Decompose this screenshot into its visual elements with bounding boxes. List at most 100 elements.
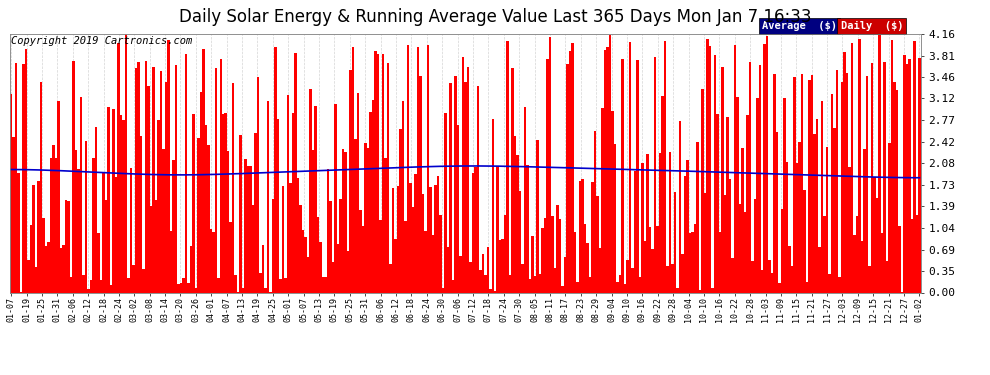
Bar xyxy=(537,140,539,292)
Bar xyxy=(464,82,466,292)
Bar xyxy=(629,42,632,292)
Bar xyxy=(205,125,207,292)
Bar xyxy=(389,264,392,292)
Bar xyxy=(154,200,157,292)
Bar xyxy=(504,215,507,292)
Bar xyxy=(133,266,135,292)
Bar xyxy=(553,268,556,292)
Bar xyxy=(451,280,454,292)
Bar xyxy=(325,277,327,292)
Bar xyxy=(778,282,781,292)
Bar xyxy=(322,277,325,292)
Bar xyxy=(756,98,758,292)
Bar xyxy=(663,41,666,292)
Bar xyxy=(850,44,853,292)
Bar xyxy=(564,257,566,292)
Bar xyxy=(913,41,916,292)
Bar xyxy=(412,207,414,292)
Bar xyxy=(527,165,529,292)
Bar xyxy=(257,77,259,292)
Text: Daily Solar Energy & Running Average Value Last 365 Days Mon Jan 7 16:33: Daily Solar Energy & Running Average Val… xyxy=(179,8,811,26)
Bar xyxy=(619,275,622,292)
Bar xyxy=(853,236,855,292)
Bar xyxy=(107,106,110,292)
Bar xyxy=(731,258,734,292)
Bar xyxy=(43,218,45,292)
Bar xyxy=(748,62,751,292)
Bar xyxy=(571,42,574,292)
Bar xyxy=(215,68,217,292)
Bar xyxy=(366,148,369,292)
Bar xyxy=(606,47,609,292)
Bar xyxy=(855,216,858,292)
Bar xyxy=(798,142,801,292)
Bar xyxy=(184,54,187,292)
Bar xyxy=(896,90,898,292)
Bar xyxy=(432,235,434,292)
Bar xyxy=(112,110,115,292)
Bar xyxy=(841,82,843,292)
Bar xyxy=(337,244,340,292)
Bar xyxy=(486,247,489,292)
Bar xyxy=(474,167,476,292)
Bar xyxy=(466,67,469,292)
Bar xyxy=(661,96,663,292)
Bar xyxy=(117,43,120,292)
Bar xyxy=(392,188,394,292)
Bar xyxy=(145,62,148,292)
Bar xyxy=(542,228,544,292)
Bar xyxy=(783,98,786,292)
Bar xyxy=(656,226,658,292)
Bar xyxy=(33,185,35,292)
Bar xyxy=(115,177,117,292)
Bar xyxy=(839,277,841,292)
Bar xyxy=(23,64,25,292)
Bar xyxy=(579,181,581,292)
Bar xyxy=(589,277,591,292)
Bar xyxy=(429,188,432,292)
Bar xyxy=(489,289,491,292)
Bar xyxy=(646,154,648,292)
Bar xyxy=(694,224,696,292)
Bar xyxy=(445,113,446,292)
Bar xyxy=(742,148,743,292)
Bar xyxy=(174,65,177,292)
Bar xyxy=(863,149,866,292)
Bar xyxy=(651,249,653,292)
Bar xyxy=(679,122,681,292)
Bar xyxy=(292,112,294,292)
Bar xyxy=(861,241,863,292)
Bar xyxy=(916,215,918,292)
Bar xyxy=(212,232,215,292)
Bar xyxy=(50,158,52,292)
Bar xyxy=(711,288,714,292)
Bar xyxy=(714,55,716,292)
Bar xyxy=(908,59,911,292)
Bar xyxy=(251,206,254,292)
Bar xyxy=(596,196,599,292)
Bar xyxy=(624,284,627,292)
Bar xyxy=(569,51,571,292)
Bar xyxy=(64,200,67,292)
Bar xyxy=(821,101,824,292)
Bar xyxy=(327,170,330,292)
Bar xyxy=(886,261,888,292)
Bar xyxy=(918,58,921,292)
Bar xyxy=(440,215,442,292)
Bar xyxy=(232,83,235,292)
Bar xyxy=(611,111,614,292)
Bar xyxy=(162,149,164,292)
Bar xyxy=(522,264,524,292)
Bar xyxy=(122,120,125,292)
Bar xyxy=(819,247,821,292)
Bar xyxy=(469,262,471,292)
Bar xyxy=(384,158,387,292)
Bar xyxy=(422,194,424,292)
Bar xyxy=(312,150,315,292)
Bar xyxy=(369,112,371,292)
Bar xyxy=(681,254,684,292)
Bar xyxy=(77,169,80,292)
Bar xyxy=(701,89,704,292)
Bar xyxy=(75,150,77,292)
Bar xyxy=(499,240,502,292)
